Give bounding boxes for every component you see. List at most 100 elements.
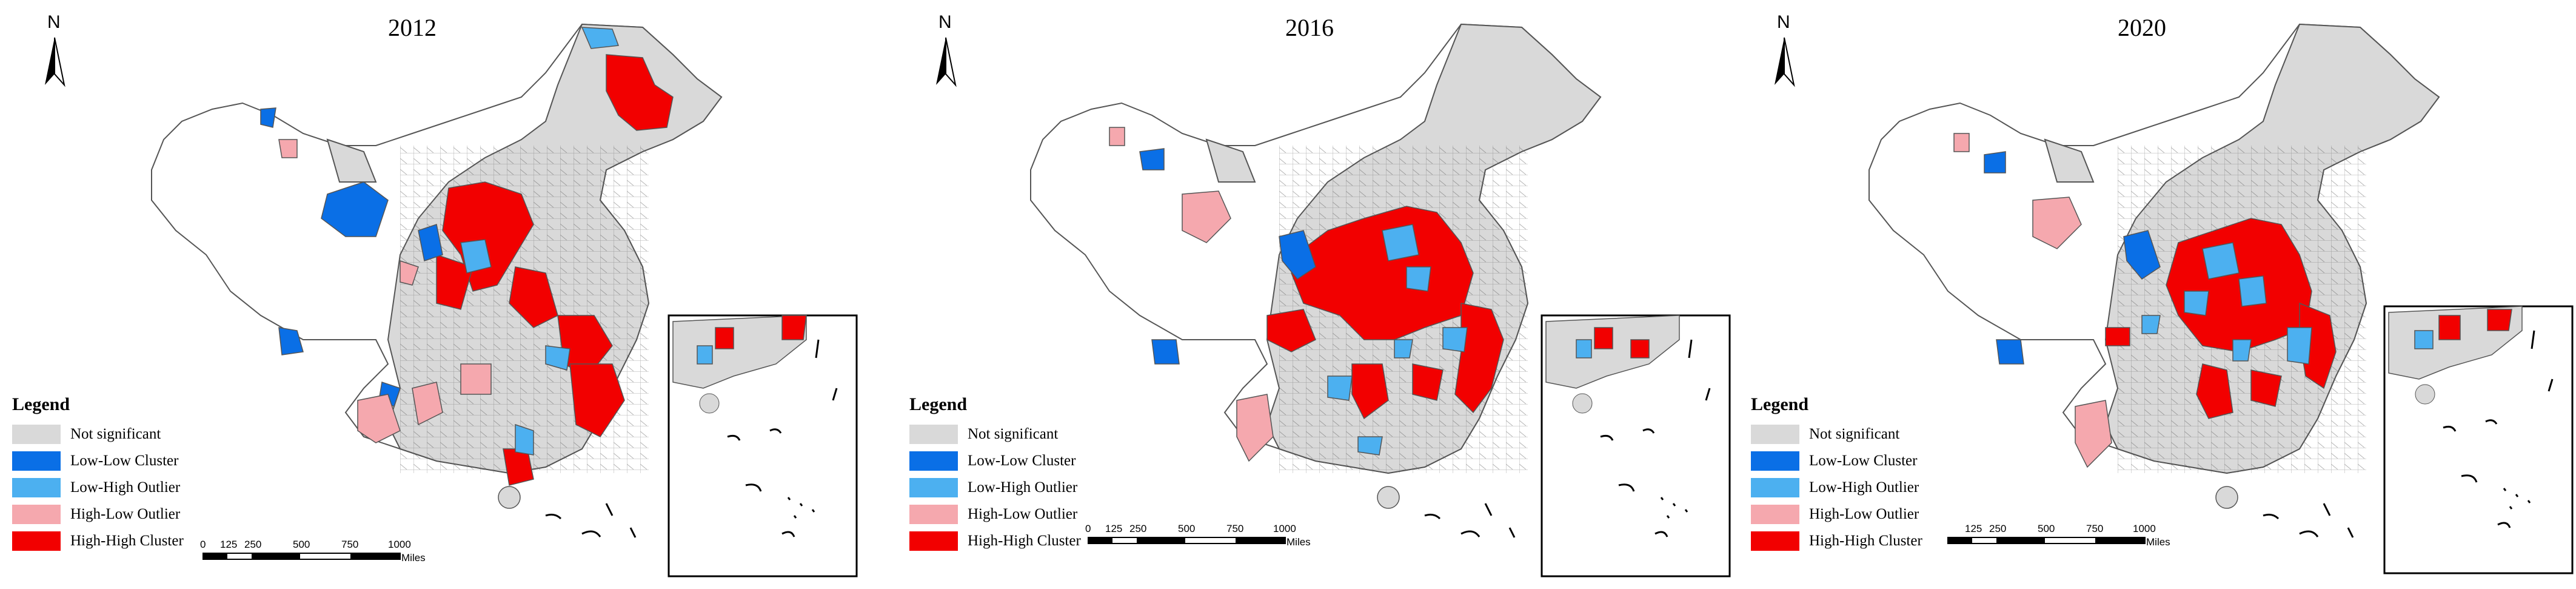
scale-tick: 0 xyxy=(1085,523,1091,534)
high-high-cluster xyxy=(2250,369,2282,407)
legend-swatch xyxy=(12,451,61,471)
legend-label: Low-High Outlier xyxy=(968,479,1078,496)
legend-swatch xyxy=(1751,478,1799,497)
scale-tick: 500 xyxy=(1178,523,1196,534)
legend-swatch xyxy=(1751,425,1799,444)
low-high-outlier xyxy=(2238,275,2267,307)
legend-item: High-High Cluster xyxy=(12,528,184,554)
scale-tick: 750 xyxy=(2086,523,2104,534)
legend-label: Not significant xyxy=(1809,426,1900,442)
map-title: 2020 xyxy=(2118,14,2166,41)
north-arrow-icon xyxy=(936,38,946,85)
map-title: 2012 xyxy=(388,14,437,41)
scale-tick: 250 xyxy=(1989,523,2007,534)
legend-title: Legend xyxy=(909,394,968,414)
legend-title: Legend xyxy=(1751,394,1809,414)
low-high-outlier xyxy=(515,423,534,456)
scale-tick: 0 xyxy=(200,539,206,550)
hainan-island xyxy=(498,486,521,509)
legend: Legend Not significant Low-Low Cluster L… xyxy=(909,394,1081,554)
legend-label: Low-Low Cluster xyxy=(1809,453,1918,469)
low-high-outlier xyxy=(460,239,492,274)
low-high-outlier xyxy=(1357,436,1383,456)
legend-swatch xyxy=(12,505,61,524)
high-low-outlier xyxy=(357,394,401,443)
legend-swatch xyxy=(1751,531,1799,551)
low-high-outlier xyxy=(2141,315,2161,334)
north-arrow-icon xyxy=(45,38,55,85)
scale-labels: 0 125 250 500 750 1000 Miles xyxy=(879,523,1316,548)
scale-tick: 1000 xyxy=(2133,523,2156,534)
legend-label: High-High Cluster xyxy=(70,533,184,549)
legend-title: Legend xyxy=(12,394,70,414)
legend-label: High-Low Outlier xyxy=(70,506,181,522)
high-high-cluster xyxy=(606,54,674,131)
scale-labels: 125 250 500 750 1000 Miles xyxy=(1718,523,2178,548)
high-low-outlier xyxy=(460,363,492,395)
scale-tick: 125 xyxy=(1965,523,1982,534)
high-high-cluster xyxy=(1266,309,1316,352)
scale-tick: 750 xyxy=(341,539,359,550)
scale-tick: 750 xyxy=(1226,523,1244,534)
legend-item: High-Low Outlier xyxy=(909,501,1081,528)
scale-unit: Miles xyxy=(1286,536,1311,548)
low-low-cluster xyxy=(1139,148,1165,170)
high-high-cluster xyxy=(2105,327,2130,346)
low-high-outlier xyxy=(1382,224,1419,261)
map-panel-2016: 2016 N Legend Not significant Low-Low Cl… xyxy=(879,0,1738,589)
high-low-outlier xyxy=(278,139,298,158)
hainan-island xyxy=(2215,486,2238,509)
high-low-outlier xyxy=(412,382,443,426)
scale-labels: 0 125 250 500 750 1000 Miles xyxy=(0,539,426,564)
scale-tick: 1000 xyxy=(388,539,411,550)
legend: Legend Not significant Low-Low Cluster L… xyxy=(12,394,184,554)
legend-label: Not significant xyxy=(70,426,161,442)
legend-item: Low-Low Cluster xyxy=(12,448,184,474)
low-low-cluster xyxy=(321,181,389,237)
legend-swatch xyxy=(1751,451,1799,471)
legend-item: High-Low Outlier xyxy=(1751,501,1922,528)
high-low-outlier xyxy=(2032,197,2082,249)
low-high-outlier xyxy=(1327,375,1353,401)
high-low-outlier xyxy=(400,260,419,286)
high-high-cluster xyxy=(509,266,558,328)
legend-label: High-Low Outlier xyxy=(1809,506,1919,522)
legend: Legend Not significant Low-Low Cluster L… xyxy=(1751,394,1922,554)
north-label: N xyxy=(1777,12,1790,32)
low-high-outlier xyxy=(581,27,620,49)
scale-tick: 250 xyxy=(1129,523,1147,534)
high-high-cluster xyxy=(1291,206,1474,340)
high-high-cluster xyxy=(569,363,625,437)
high-high-cluster xyxy=(2196,363,2233,419)
low-low-cluster xyxy=(1151,339,1180,365)
legend-item: Low-High Outlier xyxy=(909,474,1081,501)
scale-unit: Miles xyxy=(2146,536,2170,548)
low-high-outlier xyxy=(1394,339,1413,358)
north-label: N xyxy=(938,12,952,32)
map-panel-2020: 2020 N Legend Not significant Low-Low Cl… xyxy=(1718,0,2576,589)
low-high-outlier xyxy=(545,345,570,371)
low-high-outlier xyxy=(1442,327,1468,352)
high-high-cluster xyxy=(436,254,473,310)
scale-tick: 500 xyxy=(293,539,310,550)
legend-label: Low-High Outlier xyxy=(70,479,181,496)
low-low-cluster xyxy=(260,107,276,128)
legend-swatch xyxy=(909,478,958,497)
legend-item: Not significant xyxy=(1751,421,1922,448)
legend-label: High-High Cluster xyxy=(968,533,1081,549)
legend-swatch xyxy=(909,451,958,471)
legend-item: Not significant xyxy=(12,421,184,448)
legend-swatch xyxy=(12,425,61,444)
legend-item: Low-Low Cluster xyxy=(1751,448,1922,474)
legend-item: Low-Low Cluster xyxy=(909,448,1081,474)
legend-label: Low-High Outlier xyxy=(1809,479,1919,496)
legend-swatch xyxy=(12,531,61,551)
china-map-2020 xyxy=(1775,23,2574,574)
legend-item: Not significant xyxy=(909,421,1081,448)
scale-tick: 1000 xyxy=(1273,523,1296,534)
legend-item: High-High Cluster xyxy=(909,528,1081,554)
legend-label: Low-Low Cluster xyxy=(968,453,1076,469)
north-arrow-icon xyxy=(1775,38,1784,85)
high-low-outlier xyxy=(1182,190,1231,243)
low-low-cluster xyxy=(278,327,304,355)
